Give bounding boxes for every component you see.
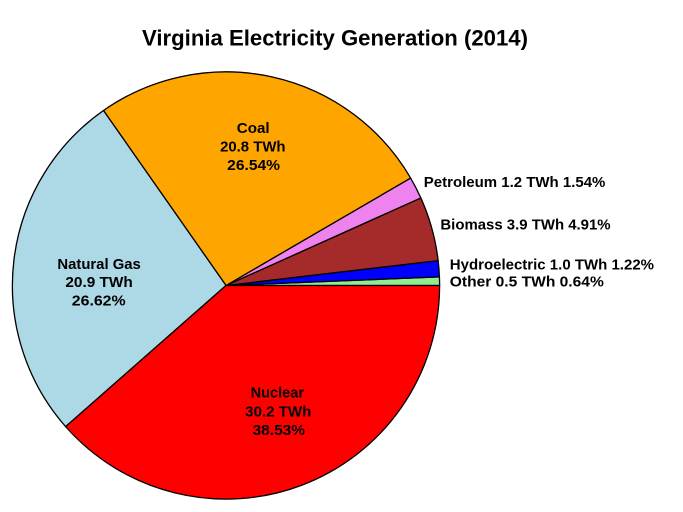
svg-text:Coal: Coal — [237, 121, 270, 137]
svg-text:Other 0.5 TWh 0.64%: Other 0.5 TWh 0.64% — [450, 274, 604, 290]
svg-text:Petroleum 1.2 TWh 1.54%: Petroleum 1.2 TWh 1.54% — [424, 175, 606, 191]
svg-text:Biomass 3.9 TWh 4.91%: Biomass 3.9 TWh 4.91% — [440, 218, 610, 234]
svg-text:Natural Gas: Natural Gas — [57, 257, 140, 273]
svg-text:Virginia Electricity Generatio: Virginia Electricity Generation (2014) — [142, 25, 528, 50]
svg-text:20.8 TWh: 20.8 TWh — [220, 140, 285, 156]
svg-text:Nuclear: Nuclear — [251, 386, 305, 402]
svg-text:30.2 TWh: 30.2 TWh — [245, 405, 311, 421]
svg-text:38.53%: 38.53% — [253, 423, 306, 439]
svg-text:Hydroelectric 1.0 TWh 1.22%: Hydroelectric 1.0 TWh 1.22% — [450, 257, 654, 273]
svg-text:26.54%: 26.54% — [227, 158, 280, 174]
svg-text:20.9 TWh: 20.9 TWh — [65, 275, 132, 291]
svg-text:26.62%: 26.62% — [72, 294, 126, 310]
